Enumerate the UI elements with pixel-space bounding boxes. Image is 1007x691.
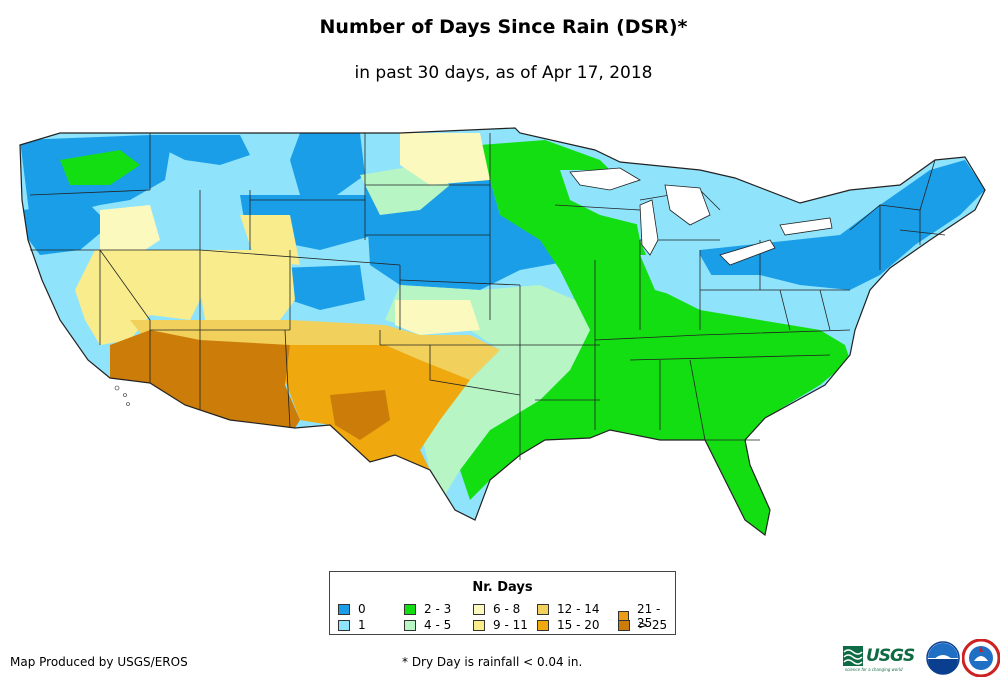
legend: Nr. Days 0 1 2 - 3 4 - 5 6 - 8 9 - 11 12 - 14 1… (329, 571, 676, 635)
legend-item: 0 (338, 602, 366, 616)
legend-label: 12 - 14 (557, 602, 600, 616)
legend-swatch (473, 619, 485, 631)
region-9-11-wyoming (240, 215, 300, 265)
legend-title: Nr. Days (472, 580, 533, 595)
region-0-oregon (20, 205, 110, 255)
legend-item: 6 - 8 (473, 602, 520, 616)
nws-logo-icon (962, 639, 1000, 677)
region-6-8-kansas (395, 300, 480, 335)
legend-swatch (618, 619, 630, 631)
region-9-11-utah (200, 250, 295, 320)
legend-item: 9 - 11 (473, 618, 528, 632)
legend-label: 4 - 5 (424, 618, 452, 632)
map-subtitle: in past 30 days, as of Apr 17, 2018 (354, 63, 653, 83)
dry-day-footnote: * Dry Day is rainfall < 0.04 in. (402, 655, 583, 669)
legend-label: 1 (358, 618, 366, 632)
region-2-3-washington (60, 150, 140, 185)
legend-item: > 25 (618, 618, 667, 632)
legend-swatch (338, 603, 350, 615)
legend-label: > 25 (638, 618, 668, 632)
legend-label: 2 - 3 (424, 602, 452, 616)
legend-label: 15 - 20 (557, 618, 600, 632)
usgs-logo-text: USGS (866, 646, 915, 666)
legend-item: 15 - 20 (537, 618, 600, 632)
legend-item: 4 - 5 (404, 618, 451, 632)
usgs-tagline: science for a changing world (845, 667, 903, 672)
legend-label: 9 - 11 (493, 618, 528, 632)
legend-item: 12 - 14 (537, 602, 600, 616)
legend-label: 21 - 25 (636, 602, 661, 630)
region-0-colorado (280, 265, 365, 310)
great-lakes (569, 167, 833, 266)
state-borders (19, 127, 986, 537)
legend-item: 1 (338, 618, 366, 632)
legend-swatch (473, 603, 485, 615)
producer-credit: Map Produced by USGS/EROS (10, 655, 188, 669)
legend-swatch (404, 619, 416, 631)
legend-label: 0 (358, 602, 366, 616)
legend-item: 21 - 25 (618, 602, 675, 630)
usgs-wave-icon (843, 646, 863, 666)
region-6-8-north-dakota (400, 133, 490, 185)
legend-label: 6 - 8 (493, 602, 521, 616)
coastal-islands (114, 385, 130, 406)
map-title: Number of Days Since Rain (DSR)* (319, 16, 688, 38)
region-gt25-trans-pecos (330, 390, 390, 440)
region-0-montana (290, 133, 365, 200)
legend-swatch (537, 603, 549, 615)
region-gt25-southwest (110, 330, 300, 428)
legend-swatch (404, 603, 416, 615)
region-0-idaho (150, 135, 250, 165)
legend-item: 2 - 3 (404, 602, 451, 616)
region-6-8-nw (100, 205, 160, 260)
usgs-logo: USGS (843, 643, 921, 669)
legend-swatch (338, 619, 350, 631)
region-9-11-basin (75, 250, 205, 345)
region-4-5-plains (385, 285, 590, 495)
region-0-northeast (700, 160, 985, 290)
noaa-logo-icon (926, 641, 960, 675)
legend-swatch (537, 619, 549, 631)
